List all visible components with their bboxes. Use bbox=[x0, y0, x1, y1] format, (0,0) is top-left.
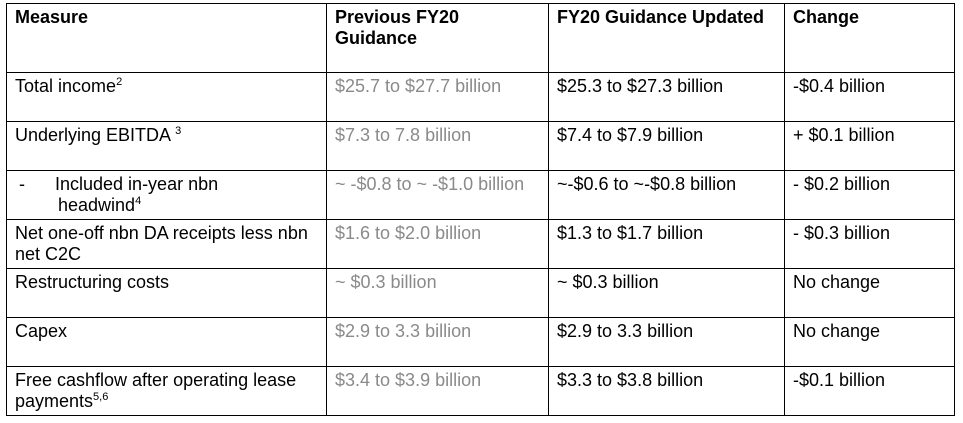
cell-updated: $3.3 to $3.8 billion bbox=[548, 366, 785, 416]
table-row: Capex $2.9 to 3.3 billion $2.9 to 3.3 bi… bbox=[6, 317, 955, 367]
cell-measure: Capex bbox=[6, 317, 327, 367]
cell-change: No change bbox=[784, 268, 955, 318]
header-change: Change bbox=[784, 3, 955, 73]
cell-measure: Underlying EBITDA 3 bbox=[6, 121, 327, 171]
cell-measure: Total income2 bbox=[6, 72, 327, 122]
cell-previous: $25.7 to $27.7 billion bbox=[326, 72, 549, 122]
table-row: - Included in-year nbn headwind4 ~ -$0.8 … bbox=[6, 170, 955, 220]
cell-updated: $25.3 to $27.3 billion bbox=[548, 72, 785, 122]
cell-measure: Restructuring costs bbox=[6, 268, 327, 318]
cell-updated: $1.3 to $1.7 billion bbox=[548, 219, 785, 269]
cell-change: -$0.1 billion bbox=[784, 366, 955, 416]
footnote-marker: 5,6 bbox=[93, 391, 109, 403]
cell-change: -$0.4 billion bbox=[784, 72, 955, 122]
cell-previous: ~ $0.3 billion bbox=[326, 268, 549, 318]
cell-measure: Net one-off nbn DA receipts less nbn net… bbox=[6, 219, 327, 269]
cell-previous: $2.9 to 3.3 billion bbox=[326, 317, 549, 367]
cell-updated: ~ $0.3 billion bbox=[548, 268, 785, 318]
cell-change: - $0.3 billion bbox=[784, 219, 955, 269]
table-row: Total income2 $25.7 to $27.7 billion $25… bbox=[6, 72, 955, 122]
cell-previous: $1.6 to $2.0 billion bbox=[326, 219, 549, 269]
cell-previous: $3.4 to $3.9 billion bbox=[326, 366, 549, 416]
cell-previous: $7.3 to 7.8 billion bbox=[326, 121, 549, 171]
footnote-marker: 4 bbox=[135, 195, 142, 207]
table-row: Free cashflow after operating lease paym… bbox=[6, 366, 955, 416]
guidance-table: Measure Previous FY20 Guidance FY20 Guid… bbox=[6, 3, 955, 416]
indent-dash: - bbox=[19, 174, 25, 194]
table-row: Restructuring costs ~ $0.3 billion ~ $0.… bbox=[6, 268, 955, 318]
cell-measure: Free cashflow after operating lease paym… bbox=[6, 366, 327, 416]
cell-updated: ~-$0.6 to ~-$0.8 billion bbox=[548, 170, 785, 220]
cell-measure: - Included in-year nbn headwind4 bbox=[6, 170, 327, 220]
cell-change: No change bbox=[784, 317, 955, 367]
cell-previous: ~ -$0.8 to ~ -$1.0 billion bbox=[326, 170, 549, 220]
cell-updated: $7.4 to $7.9 billion bbox=[548, 121, 785, 171]
footnote-marker: 2 bbox=[116, 76, 123, 88]
table-row: Net one-off nbn DA receipts less nbn net… bbox=[6, 219, 955, 269]
cell-change: + $0.1 billion bbox=[784, 121, 955, 171]
header-updated-guidance: FY20 Guidance Updated bbox=[548, 3, 785, 73]
cell-updated: $2.9 to 3.3 billion bbox=[548, 317, 785, 367]
header-previous-guidance: Previous FY20 Guidance bbox=[326, 3, 549, 73]
footnote-marker: 3 bbox=[175, 125, 182, 137]
cell-change: - $0.2 billion bbox=[784, 170, 955, 220]
header-measure: Measure bbox=[6, 3, 327, 73]
header-row: Measure Previous FY20 Guidance FY20 Guid… bbox=[6, 3, 955, 73]
table-row: Underlying EBITDA 3 $7.3 to 7.8 billion … bbox=[6, 121, 955, 171]
